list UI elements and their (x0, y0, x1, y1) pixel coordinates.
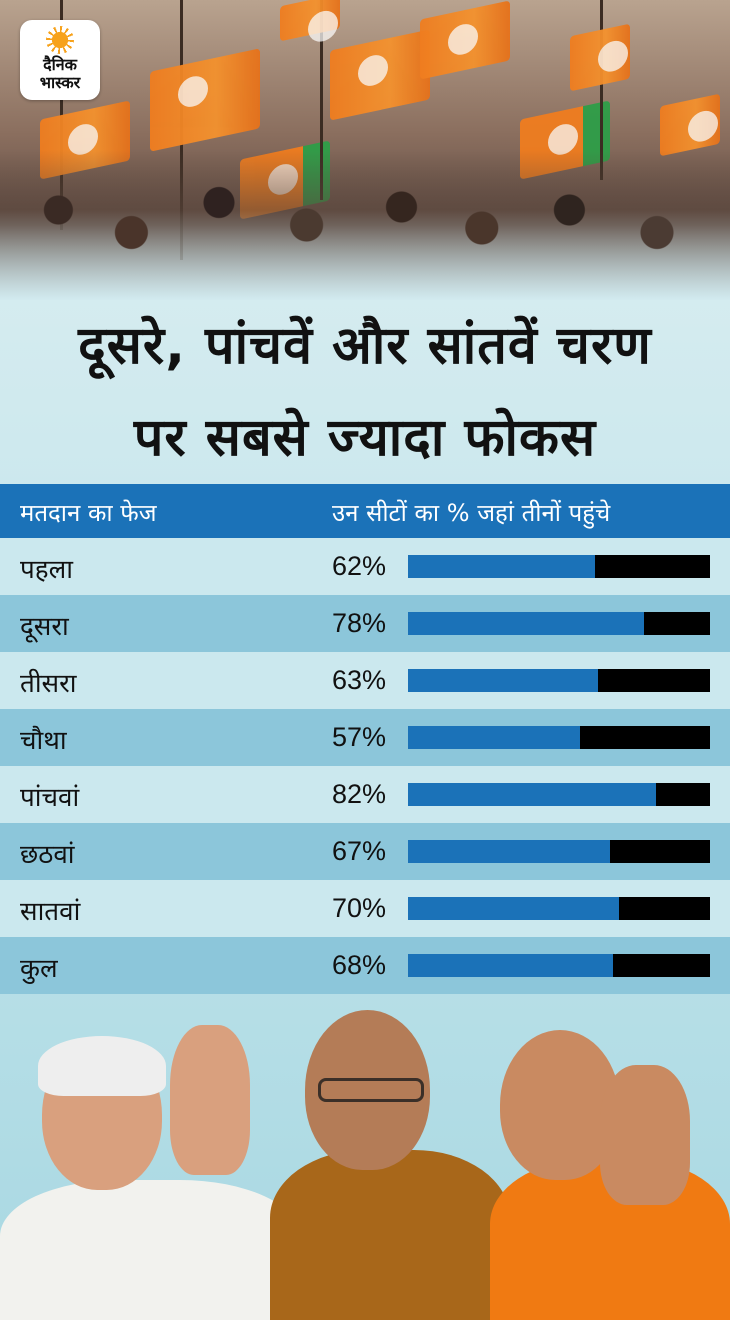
table-row: तीसरा 63% (0, 652, 730, 709)
glasses-icon (318, 1078, 424, 1102)
page-title: दूसरे, पांचवें और सांतवें चरण पर सबसे ज्… (0, 300, 730, 484)
percent-value: 68% (332, 950, 387, 980)
phase-label: पांचवां (20, 783, 80, 813)
flag-pole (600, 0, 603, 180)
table-row: कुल 68% (0, 937, 730, 994)
bar-track (408, 783, 710, 806)
percent-value: 82% (332, 779, 387, 809)
percent-value: 78% (332, 608, 387, 638)
flag (150, 48, 260, 152)
flag (330, 29, 430, 121)
dainik-bhaskar-logo: दैनिक भास्कर (20, 20, 100, 100)
hero-photo: दैनिक भास्कर (0, 0, 730, 300)
sun-icon (46, 26, 74, 54)
percent-value: 62% (332, 551, 387, 581)
flag (570, 23, 630, 92)
bar-fill (408, 555, 595, 578)
phase-label: दूसरा (20, 612, 69, 642)
table-row: दूसरा 78% (0, 595, 730, 652)
bar-track (408, 726, 710, 749)
bar-fill (408, 783, 656, 806)
table-body: पहला 62% दूसरा 78% तीसरा 63% चौथा 57% पांचवां 82%… (0, 538, 730, 994)
table-row: पांचवां 82% (0, 766, 730, 823)
phase-label: छठवां (20, 840, 75, 870)
percent-value: 67% (332, 836, 387, 866)
leader-right-hand (600, 1065, 690, 1205)
title-line-1: दूसरे, पांचवें और सांतवें चरण (78, 316, 652, 376)
table-row: चौथा 57% (0, 709, 730, 766)
phase-label: पहला (20, 555, 73, 585)
title-line-2: पर सबसे ज्यादा फोकस (133, 408, 597, 468)
bar-track (408, 897, 710, 920)
percent-value: 57% (332, 722, 387, 752)
bar-track (408, 555, 710, 578)
bar-fill (408, 726, 580, 749)
bar-fill (408, 669, 598, 692)
column-header-percent: उन सीटों का % जहां तीनों पहुंचे (332, 499, 611, 527)
percent-value: 70% (332, 893, 387, 923)
phase-label: चौथा (20, 726, 67, 756)
table-header: मतदान का फेज उन सीटों का % जहां तीनों पह… (0, 484, 730, 538)
table-row: छठवां 67% (0, 823, 730, 880)
bar-track (408, 954, 710, 977)
bar-track (408, 669, 710, 692)
table-row: पहला 62% (0, 538, 730, 595)
leader-left-hand (170, 1025, 250, 1175)
bar-fill (408, 954, 613, 977)
percent-value: 63% (332, 665, 387, 695)
table-row: सातवां 70% (0, 880, 730, 937)
bar-fill (408, 840, 610, 863)
bar-fill (408, 897, 619, 920)
bar-track (408, 612, 710, 635)
leader-left-kurta (0, 1180, 300, 1320)
leader-middle-jacket (270, 1150, 510, 1320)
phase-label: तीसरा (20, 669, 77, 699)
column-header-phase: मतदान का फेज (20, 499, 157, 527)
leader-left-hair (38, 1036, 166, 1096)
flag (660, 93, 720, 157)
phase-label: सातवां (20, 897, 81, 927)
flag (420, 0, 510, 80)
bar-track (408, 840, 710, 863)
flag (280, 0, 340, 42)
leader-middle-face (305, 1010, 430, 1170)
crowd (0, 150, 730, 300)
phase-table: मतदान का फेज उन सीटों का % जहां तीनों पह… (0, 484, 730, 994)
flag-pole (320, 0, 323, 200)
bar-fill (408, 612, 644, 635)
phase-label: कुल (20, 954, 58, 984)
